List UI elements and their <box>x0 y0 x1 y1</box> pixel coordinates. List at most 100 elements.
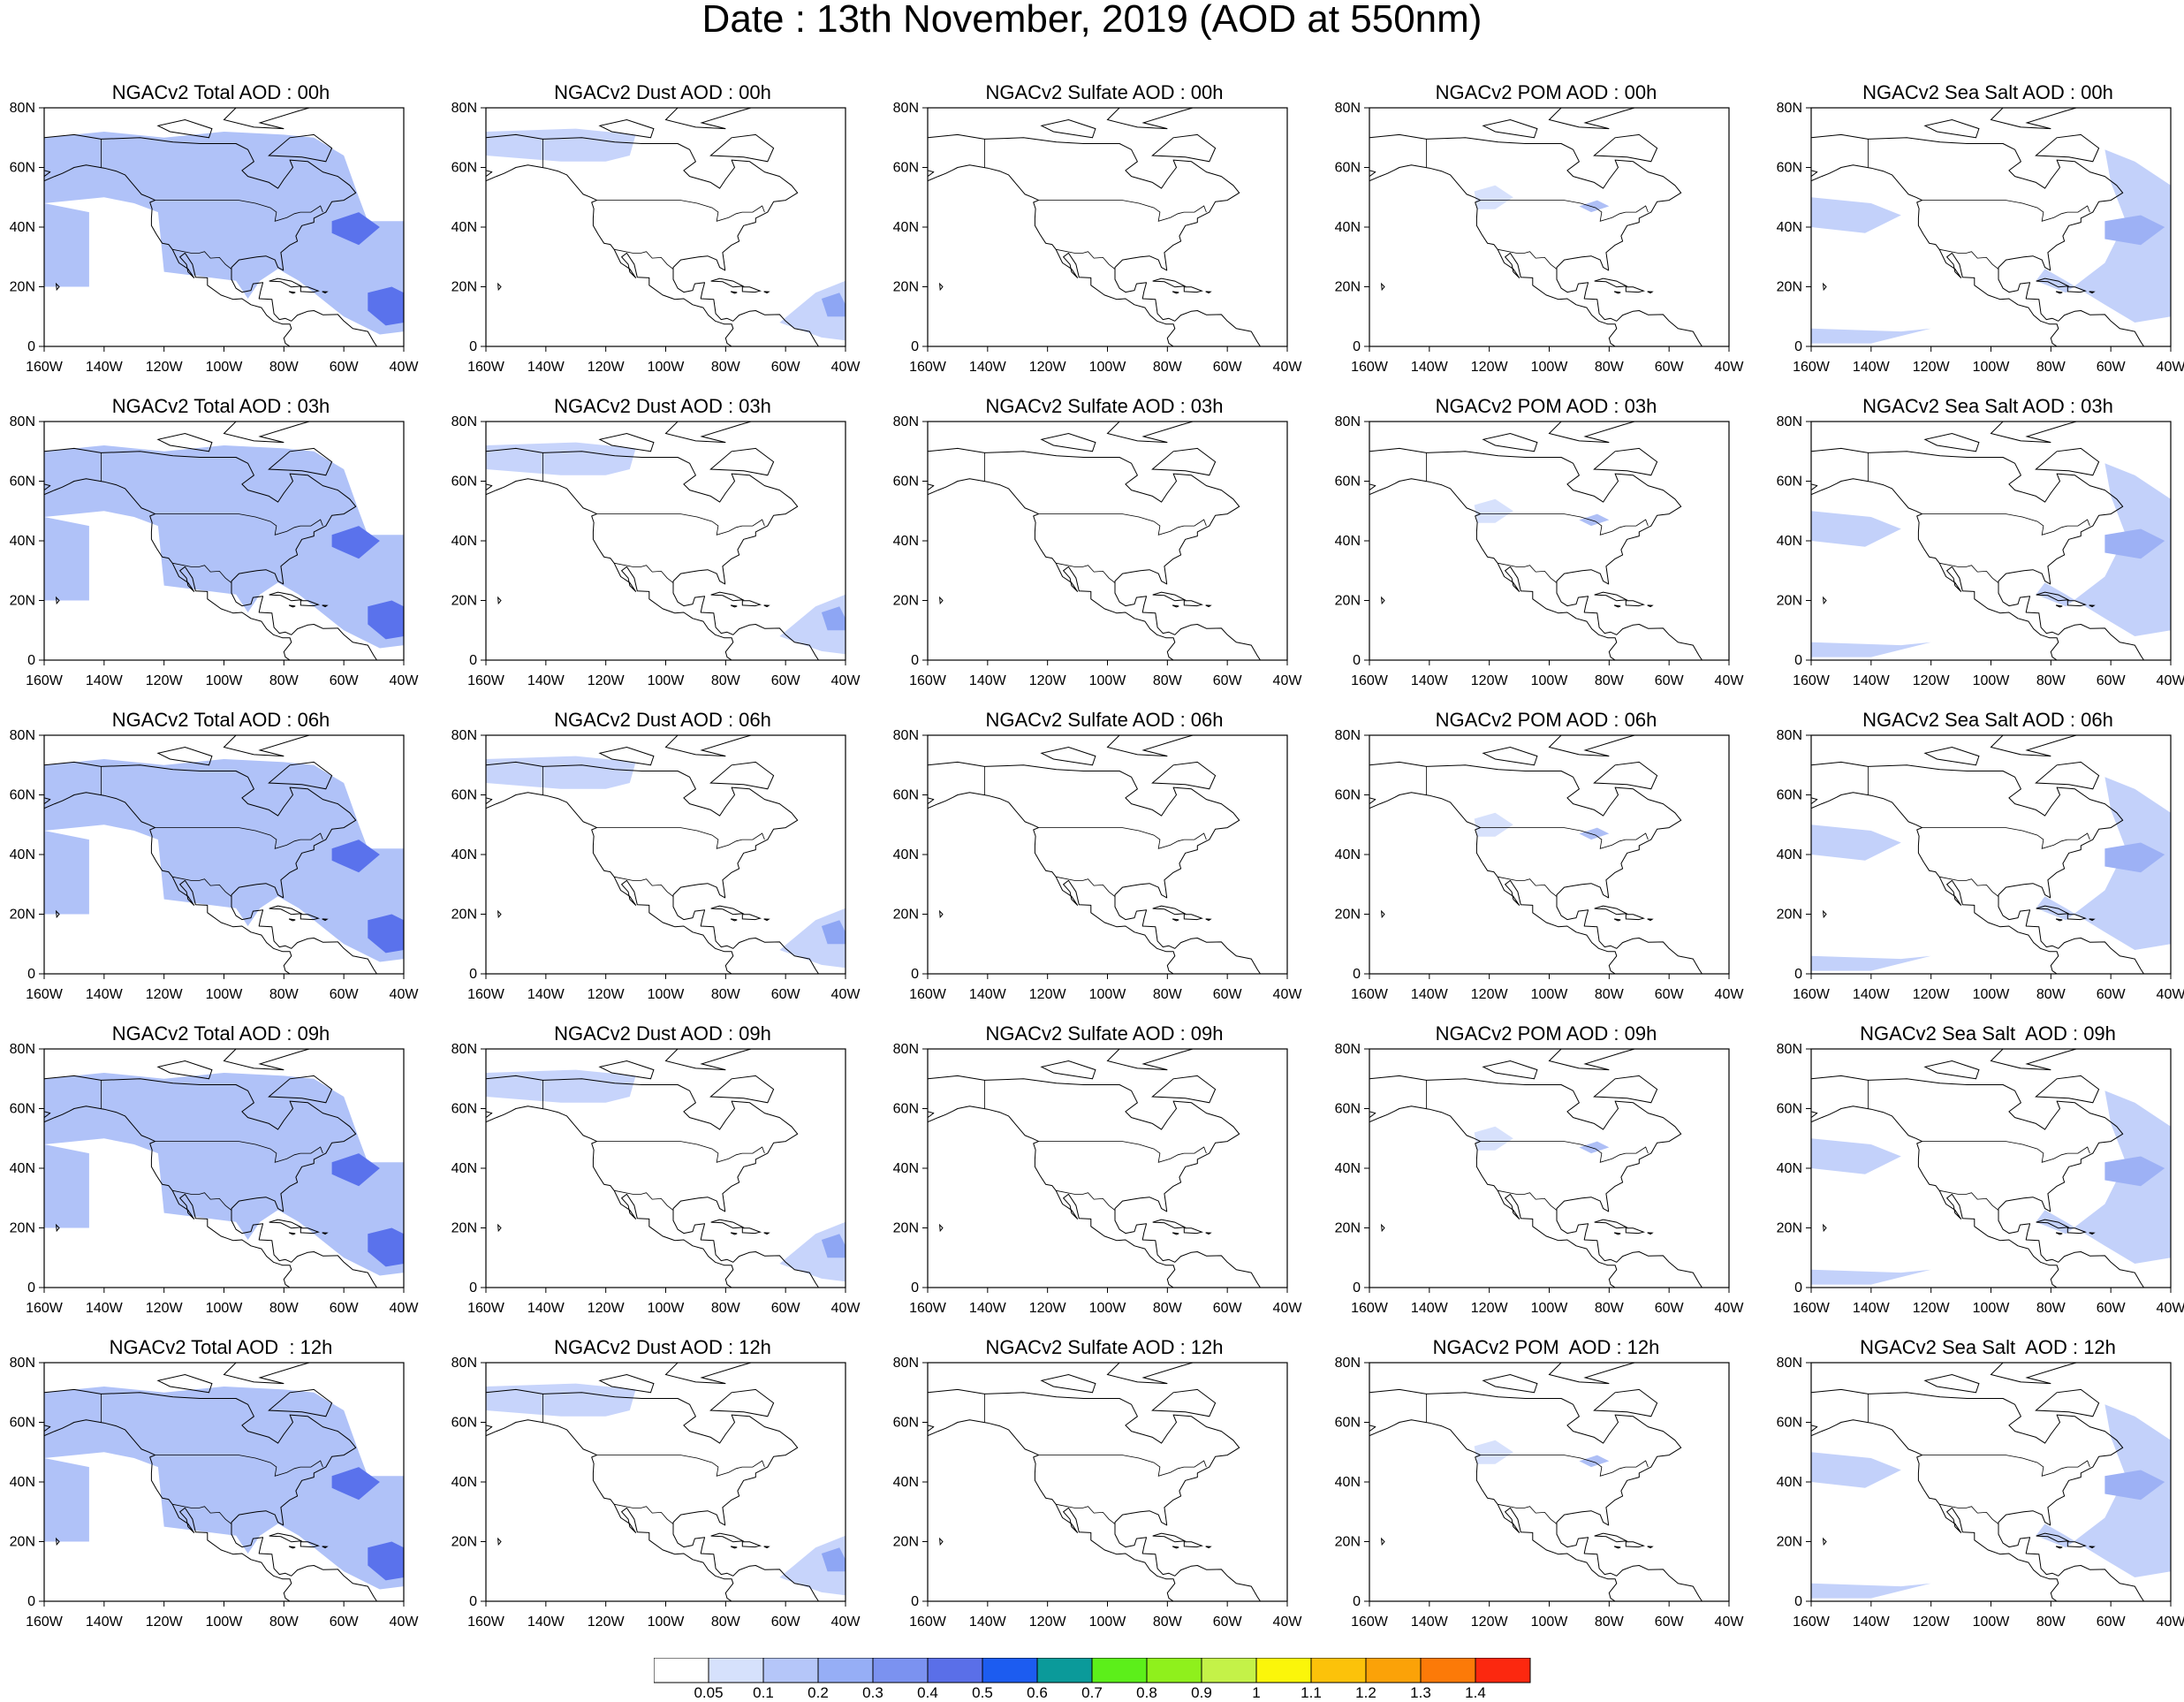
island <box>1172 1546 1179 1549</box>
x-tick-label: 60W <box>771 1301 801 1316</box>
x-tick-label: 40W <box>390 987 420 1002</box>
aod-region <box>44 1458 89 1542</box>
coastline <box>44 447 377 660</box>
y-tick-label: 40N <box>1777 1161 1802 1176</box>
map-panel-sulfate: NGACv2 Sulfate AOD : 03h 160W 140W 120W 100W… <box>883 395 1325 709</box>
border-us-canada <box>1922 1455 2090 1477</box>
y-tick-label: 80N <box>10 414 35 429</box>
island <box>710 905 745 916</box>
aod-region <box>1811 642 1931 657</box>
island <box>1040 1060 1096 1080</box>
y-tick-label: 20N <box>1777 1535 1802 1550</box>
colorbar-label: 0.1 <box>753 1684 774 1698</box>
aod-region <box>44 1073 404 1276</box>
x-tick-label: 40W <box>1715 360 1745 375</box>
aod-high-region <box>331 840 380 873</box>
map-plot: 160W 140W 120W 100W 80W 60W 40W 0 20N 40N 60N 80N <box>893 728 1303 1002</box>
island <box>1593 133 1658 163</box>
aod-region <box>1474 812 1513 837</box>
y-tick-label: 80N <box>893 728 919 743</box>
island <box>156 432 213 452</box>
x-tick-label: 100W <box>1531 360 1569 375</box>
coastline <box>1369 1388 1702 1601</box>
y-tick-label: 40N <box>893 534 919 549</box>
y-tick-label: 40N <box>10 1161 35 1176</box>
x-tick-label: 40W <box>831 360 861 375</box>
aod-region <box>1474 1126 1513 1151</box>
aod-region <box>1474 498 1513 523</box>
x-tick-label: 140W <box>527 360 565 375</box>
coastline-west <box>1811 164 2059 346</box>
x-tick-label: 120W <box>588 360 626 375</box>
x-tick-label: 120W <box>1913 987 1951 1002</box>
x-tick-label: 160W <box>1793 987 1831 1002</box>
island <box>741 286 762 293</box>
panel-title: NGACv2 Sulfate AOD : 06h <box>985 709 1224 731</box>
border-us-canada <box>596 200 765 222</box>
island <box>2074 735 2171 736</box>
aod-region <box>44 1387 404 1590</box>
y-tick-label: 40N <box>10 847 35 862</box>
island <box>1647 1546 1654 1549</box>
island <box>1548 108 1636 130</box>
island <box>1183 1541 1203 1548</box>
panel-title: NGACv2 Total AOD : 00h <box>111 81 330 103</box>
island <box>2055 291 2063 294</box>
y-tick-label: 0 <box>1794 1280 1802 1295</box>
coastline-west <box>1811 1419 2059 1601</box>
panel-title: NGACv2 Sulfate AOD : 09h <box>985 1022 1224 1045</box>
aod-high-region <box>331 1153 380 1187</box>
y-tick-label: 0 <box>27 1594 35 1609</box>
x-tick-label: 80W <box>1153 987 1183 1002</box>
x-tick-label: 60W <box>1213 360 1243 375</box>
x-tick-label: 60W <box>771 673 801 688</box>
x-tick-label: 100W <box>1089 987 1127 1002</box>
panel-title: NGACv2 Total AOD : 03h <box>111 395 330 417</box>
x-tick-label: 60W <box>2097 673 2127 688</box>
y-tick-label: 0 <box>1353 1594 1361 1609</box>
island <box>710 591 745 602</box>
aod-region <box>779 1535 846 1596</box>
x-tick-label: 80W <box>711 1615 741 1630</box>
x-tick-label: 160W <box>467 1301 505 1316</box>
x-tick-label: 100W <box>206 360 244 375</box>
x-tick-label: 120W <box>1471 1301 1509 1316</box>
y-tick-label: 60N <box>893 1416 919 1431</box>
x-tick-label: 120W <box>146 1615 184 1630</box>
island <box>664 1363 753 1385</box>
island <box>2055 604 2063 608</box>
y-tick-label: 80N <box>451 1356 477 1371</box>
x-tick-label: 60W <box>330 987 360 1002</box>
island <box>1380 282 1385 292</box>
island <box>1990 1049 2078 1071</box>
aod-region <box>1811 1269 1931 1285</box>
x-tick-label: 120W <box>1913 360 1951 375</box>
map-panel-seasalt: NGACv2 Sea Salt AOD : 12h 160W 140W 120W 100… <box>1767 1336 2184 1650</box>
island <box>1633 1049 1729 1050</box>
island <box>741 1541 762 1548</box>
island <box>2036 1532 2070 1543</box>
aod-region <box>779 280 846 341</box>
map-plot: 160W 140W 120W 100W 80W 60W 40W 0 20N 40N 60N 80N <box>1335 414 1745 688</box>
x-tick-label: 140W <box>527 1301 565 1316</box>
x-tick-label: 140W <box>1853 1301 1891 1316</box>
aod-high-region <box>331 212 380 246</box>
island <box>55 1537 60 1546</box>
border-us-mexico <box>1939 876 1999 897</box>
map-plot: 160W 140W 120W 100W 80W 60W 40W 0 20N 40N 60N 80N <box>1777 1042 2184 1316</box>
aod-region <box>2036 1090 2171 1264</box>
aod-region <box>44 1144 89 1228</box>
x-tick-label: 160W <box>909 1615 947 1630</box>
island <box>598 1060 655 1080</box>
y-tick-label: 0 <box>1353 653 1361 668</box>
island <box>1923 432 1980 452</box>
island <box>2066 286 2087 293</box>
coastline <box>44 761 377 974</box>
coastline-west <box>486 1419 734 1601</box>
map-panel-dust: NGACv2 Dust AOD : 06h 160W 140W 120W 100W 80W… <box>442 709 883 1022</box>
coastline-west <box>44 164 292 346</box>
y-tick-label: 80N <box>1335 1356 1361 1371</box>
island <box>749 1049 846 1050</box>
island <box>664 422 753 444</box>
border-us-mexico <box>1939 248 1999 270</box>
